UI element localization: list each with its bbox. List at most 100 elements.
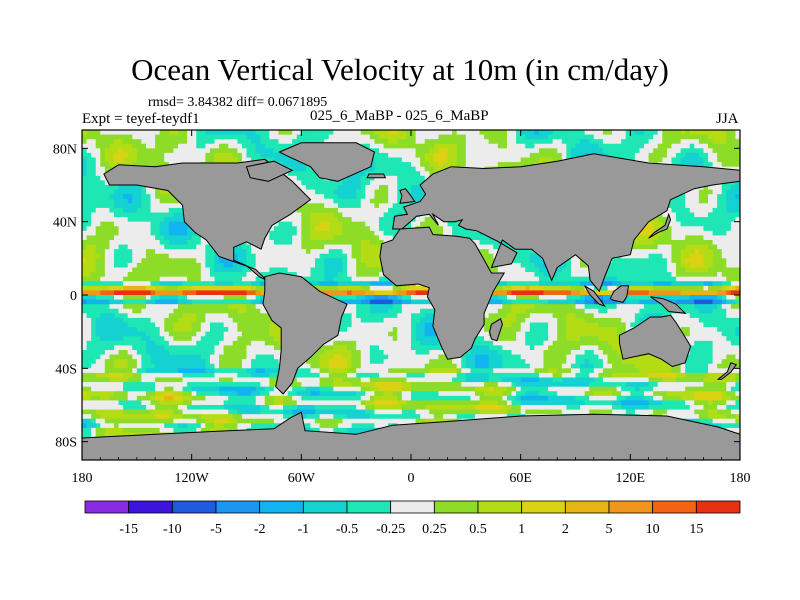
field-cell <box>452 143 458 149</box>
field-cell <box>726 249 732 255</box>
field-cell <box>712 139 718 145</box>
field-cell <box>292 217 298 223</box>
field-cell <box>324 217 330 223</box>
field-cell <box>342 198 348 204</box>
field-cell <box>123 203 129 209</box>
field-cell <box>721 226 727 232</box>
field-cell <box>694 207 700 213</box>
field-cell <box>648 235 654 241</box>
field-cell <box>168 258 174 264</box>
field-cell <box>168 285 174 291</box>
field-cell <box>630 244 636 250</box>
field-cell <box>269 148 275 154</box>
field-cell <box>177 230 183 236</box>
field-cell <box>82 166 87 172</box>
field-cell <box>255 262 261 268</box>
field-cell <box>260 285 266 291</box>
field-cell <box>666 235 672 241</box>
field-cell <box>365 249 371 255</box>
field-cell <box>369 139 375 145</box>
field-cell <box>123 217 129 223</box>
field-cell <box>155 240 161 245</box>
field-cell <box>676 281 681 287</box>
field-cell <box>717 221 723 227</box>
field-cell <box>730 230 736 236</box>
field-cell <box>136 217 142 223</box>
field-cell <box>145 139 151 145</box>
field-cell <box>82 152 87 158</box>
field-cell <box>337 207 343 213</box>
field-cell <box>703 267 709 273</box>
field-cell <box>365 166 371 172</box>
field-cell <box>187 134 193 140</box>
field-cell <box>548 148 554 154</box>
field-cell <box>155 162 161 168</box>
field-cell <box>580 267 586 273</box>
field-cell <box>324 253 330 259</box>
field-cell <box>479 162 485 168</box>
field-cell <box>680 162 686 168</box>
field-cell <box>118 157 124 163</box>
field-cell <box>315 226 321 232</box>
field-cell <box>401 148 407 154</box>
field-cell <box>369 185 375 190</box>
field-cell <box>232 152 238 158</box>
field-cell <box>630 281 636 287</box>
field-cell <box>113 185 119 190</box>
field-cell <box>689 152 695 158</box>
field-cell <box>630 249 636 255</box>
field-cell <box>379 143 384 149</box>
field-cell <box>730 180 736 186</box>
field-cell <box>502 134 508 140</box>
field-cell <box>598 134 604 140</box>
field-cell <box>86 162 92 168</box>
field-cell <box>269 262 275 268</box>
field-cell <box>91 157 97 163</box>
field-cell <box>328 134 334 140</box>
field-cell <box>347 230 352 236</box>
field-cell <box>653 217 659 223</box>
field-cell <box>237 143 243 149</box>
field-cell <box>612 139 618 145</box>
field-cell <box>324 226 330 232</box>
field-cell <box>698 157 704 163</box>
field-cell <box>470 157 476 163</box>
field-cell <box>109 262 115 268</box>
field-cell <box>730 212 736 218</box>
field-cell <box>155 139 161 145</box>
field-cell <box>653 226 659 232</box>
field-cell <box>694 262 700 268</box>
field-cell <box>374 267 380 273</box>
field-cell <box>136 226 142 232</box>
field-cell <box>369 189 375 195</box>
field-cell <box>223 262 229 268</box>
field-cell <box>145 134 151 140</box>
field-cell <box>187 267 193 273</box>
field-cell <box>680 207 686 213</box>
field-cell <box>721 258 727 264</box>
field-cell <box>113 143 119 149</box>
field-cell <box>438 221 444 227</box>
field-cell <box>264 244 270 250</box>
field-cell <box>145 198 151 204</box>
field-cell <box>269 258 275 264</box>
field-cell <box>319 281 325 287</box>
field-cell <box>237 253 243 259</box>
field-cell <box>177 143 183 149</box>
field-cell <box>301 226 307 232</box>
field-cell <box>141 230 147 236</box>
field-cell <box>219 262 225 268</box>
field-cell <box>698 152 704 158</box>
field-cell <box>305 194 311 200</box>
field-cell <box>580 152 586 158</box>
field-cell <box>575 276 581 282</box>
field-cell <box>730 262 736 268</box>
field-cell <box>296 139 302 145</box>
field-cell <box>337 217 343 223</box>
field-cell <box>95 157 101 163</box>
field-cell <box>223 152 229 158</box>
field-cell <box>685 194 691 200</box>
field-cell <box>86 143 92 149</box>
field-cell <box>196 143 202 149</box>
field-cell <box>365 230 371 236</box>
